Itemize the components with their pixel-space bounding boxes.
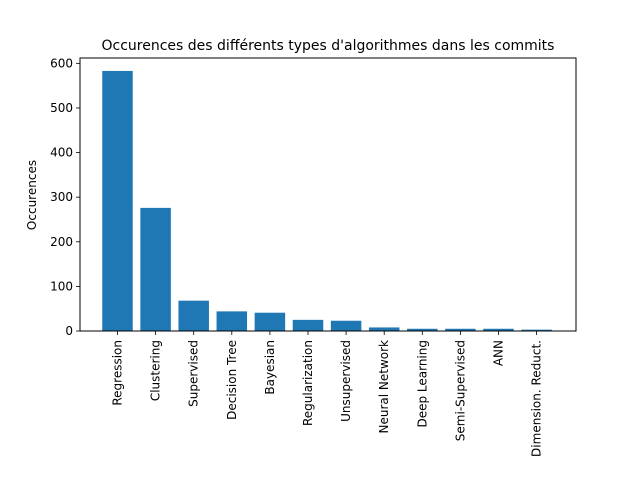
bar-unsupervised (330, 320, 362, 331)
bar-ann (483, 328, 514, 331)
y-tick-label: 0 (65, 324, 73, 338)
bar-supervised (178, 300, 209, 331)
x-tick-label: Dimension. Reduct. (530, 340, 544, 457)
y-ticks-group: 0 100 200 300 400 500 600 (50, 56, 80, 338)
plot-frame (79, 57, 577, 332)
bar-regularization (292, 319, 324, 331)
bar-semi-supervised (445, 328, 476, 331)
y-tick-label: 400 (50, 146, 73, 160)
x-tick-label: Bayesian (263, 340, 277, 395)
x-ticks-group: Regression Clustering Supervised Decision T… (111, 331, 544, 457)
bar-regression (102, 70, 133, 331)
bar-decision-tree (216, 311, 248, 331)
x-tick-label: Supervised (187, 340, 201, 407)
bar-deep-learning (407, 328, 438, 331)
y-tick-label: 600 (50, 56, 73, 70)
x-tick-label: Regression (111, 340, 125, 406)
x-tick-label: ANN (492, 340, 506, 366)
x-tick-label: Deep Learning (415, 340, 429, 428)
bar-clustering (140, 207, 171, 331)
y-tick-label: 500 (50, 101, 73, 115)
x-tick-label: Regularization (301, 340, 315, 426)
x-tick-label: Clustering (149, 340, 163, 401)
y-tick-label: 100 (50, 279, 73, 293)
x-tick-label: Decision Tree (225, 340, 239, 420)
bar-dimension-reduct (521, 329, 552, 331)
y-tick-label: 300 (50, 190, 73, 204)
x-tick-label: Neural Network (377, 340, 391, 434)
x-tick-label: Semi-Supervised (453, 340, 467, 441)
y-axis-label: Occurences (25, 160, 39, 230)
bar-neural-network (368, 327, 400, 331)
bars-group (102, 70, 552, 331)
x-tick-label: Unsupervised (339, 340, 353, 422)
chart-title: Occurences des différents types d'algori… (102, 38, 555, 54)
y-tick-label: 200 (50, 235, 73, 249)
bar-bayesian (254, 312, 286, 331)
